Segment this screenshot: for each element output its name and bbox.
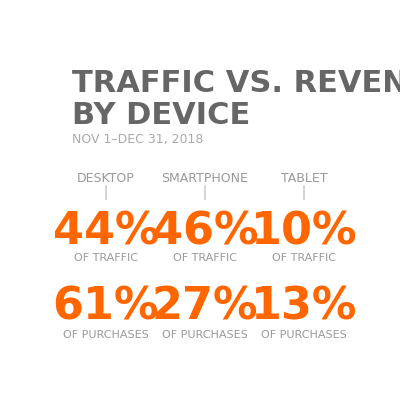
Text: OF PURCHASES: OF PURCHASES	[261, 330, 347, 340]
Text: 46%: 46%	[152, 210, 258, 253]
Text: NOV 1–DEC 31, 2018: NOV 1–DEC 31, 2018	[72, 133, 203, 146]
Text: OF TRAFFIC: OF TRAFFIC	[173, 253, 237, 263]
Text: 10%: 10%	[251, 210, 358, 253]
Text: TABLET: TABLET	[281, 172, 328, 185]
Text: 44%: 44%	[52, 210, 159, 253]
Text: OF TRAFFIC: OF TRAFFIC	[272, 253, 336, 263]
Text: BY DEVICE: BY DEVICE	[72, 101, 250, 130]
Text: 13%: 13%	[251, 285, 357, 328]
Text: OF TRAFFIC: OF TRAFFIC	[74, 253, 138, 263]
Text: SMARTPHONE: SMARTPHONE	[162, 172, 248, 185]
Text: OF PURCHASES: OF PURCHASES	[63, 330, 149, 340]
Text: OF PURCHASES: OF PURCHASES	[162, 330, 248, 340]
Text: TRAFFIC VS. REVENUE:: TRAFFIC VS. REVENUE:	[72, 69, 400, 98]
Text: DESKTOP: DESKTOP	[77, 172, 135, 185]
Text: 27%: 27%	[152, 285, 258, 328]
Text: 61%: 61%	[52, 285, 159, 328]
